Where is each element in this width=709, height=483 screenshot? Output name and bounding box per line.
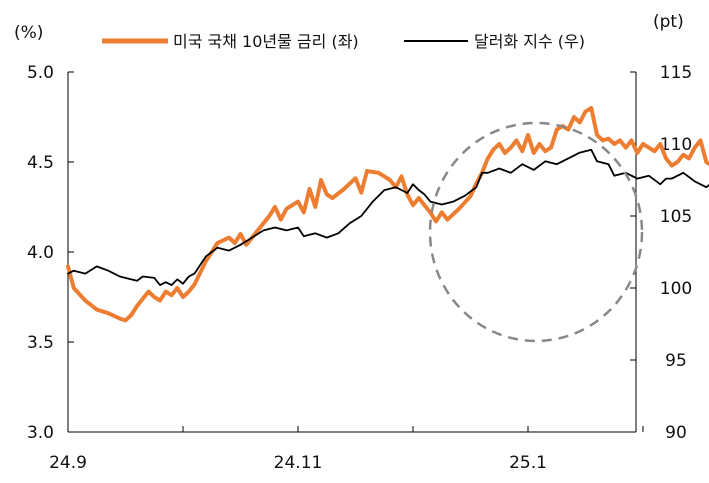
x-tick-label: 24.11 (274, 453, 323, 473)
series-line-dollar-index (67, 148, 709, 286)
right-axis-unit: (pt) (653, 12, 684, 32)
legend-label-dollar-index: 달러화 지수 (우) (474, 32, 585, 51)
right-tick-label: 95 (665, 351, 687, 371)
right-tick-label: 90 (665, 423, 687, 443)
right-tick-label: 100 (660, 279, 692, 299)
x-tick-label: 24.9 (49, 453, 87, 473)
legend-label-treasury: 미국 국채 10년물 금리 (좌) (173, 32, 359, 51)
left-tick-label: 4.0 (27, 243, 54, 263)
legend: 미국 국채 10년물 금리 (좌) 달러화 지수 (우) (102, 32, 585, 51)
series-line-treasury-yield (66, 106, 709, 323)
left-tick-label: 4.5 (27, 153, 54, 173)
x-tick-label: 25.1 (509, 453, 547, 473)
left-tick-label: 3.0 (27, 423, 54, 443)
left-tick-label: 5.0 (27, 63, 54, 83)
left-tick-label: 3.5 (27, 333, 54, 353)
right-tick-label: 105 (660, 207, 692, 227)
right-tick-label: 110 (660, 135, 692, 155)
left-axis-unit: (%) (14, 23, 43, 43)
highlight-dashed-circle (428, 121, 644, 343)
right-tick-label: 115 (660, 63, 692, 83)
